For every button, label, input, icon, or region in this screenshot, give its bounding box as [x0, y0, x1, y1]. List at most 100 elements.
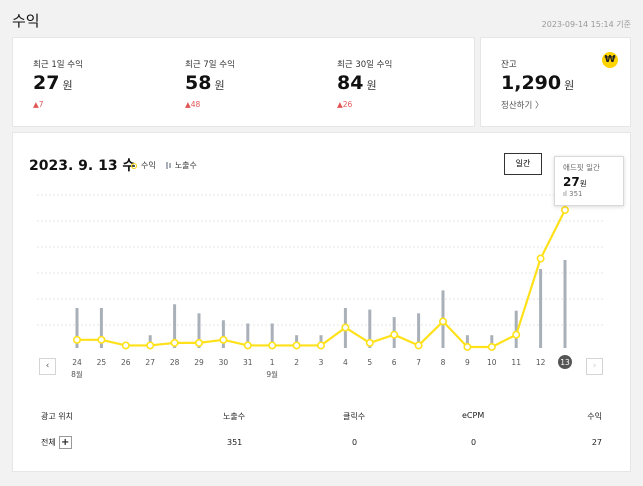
stat-1d-delta: ▲7: [33, 100, 44, 109]
x-tick-label: 24: [72, 358, 82, 367]
revenue-point: [365, 338, 374, 347]
x-tick-label: 31: [243, 358, 253, 367]
x-tick-label: 25: [97, 358, 107, 367]
balance-value: 1,290 원: [501, 72, 575, 94]
row-ecpm: 0: [471, 438, 477, 447]
impressions-bar: [490, 335, 494, 348]
revenue-point: [195, 338, 204, 347]
x-tick-label: 3: [319, 358, 324, 367]
revenue-point: [121, 341, 130, 350]
revenue-point: [463, 342, 472, 351]
stat-7d-label: 최근 7일 수익: [185, 60, 235, 70]
up-arrow-icon: ▲: [185, 100, 191, 109]
col-header-ecpm: eCPM: [462, 411, 485, 420]
impressions-bar: [563, 260, 567, 348]
revenue-point: [560, 206, 569, 215]
col-header-placement: 광고 위치: [41, 412, 73, 421]
revenue-point: [414, 341, 423, 350]
revenue-point: [219, 335, 228, 344]
tooltip-value: 27원: [563, 175, 587, 189]
won-icon: ₩: [602, 52, 618, 68]
revenue-point: [170, 338, 179, 347]
x-tick-label: 13: [560, 358, 570, 367]
impressions-legend-icon: [165, 162, 168, 169]
revenue-point: [341, 323, 350, 332]
revenue-point: [536, 254, 545, 263]
chart-tooltip: 애드핏 일간 27원 ıl 351: [554, 156, 624, 206]
impressions-legend-label: 노출수: [174, 161, 197, 170]
revenue-point: [316, 341, 325, 350]
col-header-impressions: 노출수: [223, 412, 246, 421]
col-header-clicks: 클릭수: [343, 412, 366, 421]
impressions-bar: [539, 269, 543, 348]
x-tick-label: 29: [194, 358, 204, 367]
x-tick-label: 30: [219, 358, 229, 367]
tooltip-impressions: ıl 351: [563, 190, 583, 198]
x-tick-label: 5: [367, 358, 372, 367]
summary-card: 최근 1일 수익 27 원 ▲7 최근 7일 수익 58 원 ▲48 최근 30일 …: [12, 37, 475, 127]
revenue-point: [438, 317, 447, 326]
prev-button[interactable]: ‹: [39, 358, 56, 375]
month-label: 8월: [71, 369, 83, 379]
impressions-bar: [465, 335, 469, 348]
balance-label: 잔고: [501, 60, 517, 70]
x-tick-label: 28: [170, 358, 180, 367]
impressions-bar: [368, 309, 372, 348]
impressions-bar: [99, 308, 103, 348]
x-tick-label: 8: [441, 358, 446, 367]
revenue-legend-icon: [131, 162, 137, 169]
up-arrow-icon: ▲: [337, 100, 343, 109]
stat-30d-delta: ▲26: [337, 100, 353, 109]
impressions-bar: [221, 320, 225, 348]
revenue-point: [72, 335, 81, 344]
revenue-point: [146, 341, 155, 350]
chart-card: 2023. 9. 13 수 수익 노출수 일간 애드핏 일간 27원 ıl 35…: [12, 132, 631, 472]
next-button[interactable]: ›: [586, 358, 603, 375]
tooltip-label: 애드핏 일간: [563, 163, 600, 172]
chart-date: 2023. 9. 13 수: [29, 158, 136, 174]
revenue-line: [77, 209, 566, 349]
x-tick-label: 7: [416, 358, 421, 367]
x-tick-label: 10: [487, 358, 497, 367]
x-tick-label: 2: [294, 358, 299, 367]
revenue-point: [292, 341, 301, 350]
impressions-bar: [197, 313, 201, 348]
revenue-point: [487, 342, 496, 351]
row-clicks: 0: [352, 438, 358, 447]
impressions-bar: [75, 308, 79, 348]
impressions-bar: [514, 310, 518, 348]
stat-30d-label: 최근 30일 수익: [337, 60, 393, 70]
impressions-legend-icon-2: [168, 163, 171, 168]
x-tick-label: 12: [536, 358, 546, 367]
impressions-bar: [246, 323, 250, 348]
daily-button[interactable]: 일간: [504, 153, 542, 175]
balance-card: 잔고 ₩ 1,290 원 정산하기 〉: [480, 37, 631, 127]
impressions-bar: [270, 323, 274, 348]
x-tick-label: 9: [465, 358, 470, 367]
x-tick-label: 11: [511, 358, 521, 367]
page-title: 수익: [12, 12, 40, 30]
chart-legend: 수익 노출수: [131, 160, 197, 171]
bar-chart-icon: ıl: [563, 190, 567, 198]
revenue-point: [512, 330, 521, 339]
month-label: 9월: [266, 369, 278, 379]
row-impressions: 351: [227, 438, 243, 447]
x-tick-label: 27: [145, 358, 155, 367]
stat-1d-label: 최근 1일 수익: [33, 60, 83, 70]
revenue-point: [243, 341, 252, 350]
x-tick-label: 1: [270, 358, 275, 367]
row-revenue: 27: [591, 438, 602, 447]
row-placement: 전체 +: [41, 436, 72, 449]
settle-link[interactable]: 정산하기 〉: [501, 101, 544, 111]
stat-7d-delta: ▲48: [185, 100, 201, 109]
revenue-point: [390, 330, 399, 339]
revenue-legend-label: 수익: [141, 161, 156, 170]
selected-tick-badge: [558, 355, 572, 369]
timestamp: 2023-09-14 15:14 기준: [541, 20, 631, 29]
add-button[interactable]: +: [58, 436, 72, 449]
col-header-revenue: 수익: [587, 412, 602, 421]
x-tick-label: 6: [392, 358, 397, 367]
stat-30d-value: 84 원: [337, 72, 377, 94]
impressions-bar: [417, 313, 421, 348]
